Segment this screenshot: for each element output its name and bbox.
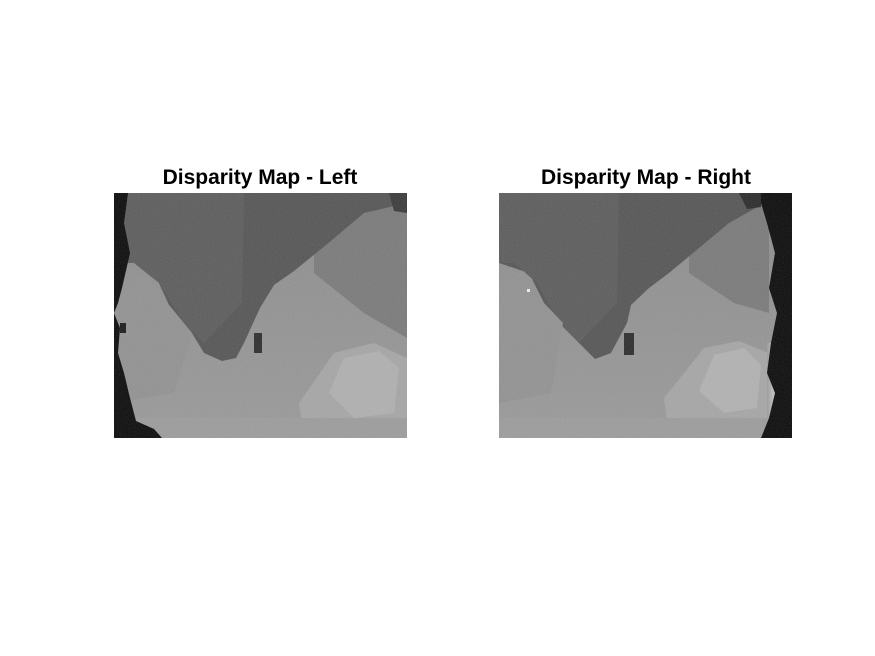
left-panel-title: Disparity Map - Left — [162, 166, 358, 189]
right-panel-title: Disparity Map - Right — [540, 166, 751, 189]
right-disparity-panel: Disparity Map - Right — [486, 160, 806, 450]
right-disparity-image — [499, 193, 792, 438]
left-disparity-panel: Disparity Map - Left — [100, 160, 420, 450]
left-disparity-svg — [114, 193, 407, 438]
left-disparity-image — [114, 193, 407, 438]
right-disparity-svg — [499, 193, 792, 438]
